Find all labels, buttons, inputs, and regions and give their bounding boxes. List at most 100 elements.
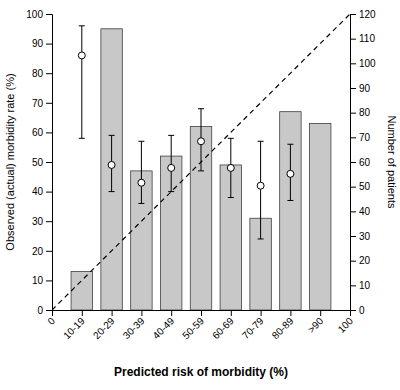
plot: 010-1920-2930-3940-4950-5960-6970-7980-8… [4,9,398,379]
tick-mark [201,310,202,316]
error-cap [79,25,85,26]
tick-mark [46,132,52,133]
tick: 40 [32,186,52,197]
tick-mark [46,280,52,281]
tick-mark [350,88,356,89]
error-bar [171,135,172,191]
bar [101,29,122,310]
error-cap [109,191,115,192]
tick-mark [46,44,52,45]
x-axis: 010-1920-2930-3940-4950-5960-6970-7980-8… [45,310,355,341]
point [168,164,175,171]
tick-mark [350,310,356,311]
tick-mark [141,310,142,316]
axis-line [46,15,53,311]
x-axis-title: Predicted risk of morbidity (%) [114,365,288,379]
tick: 80 [350,107,371,118]
tick: >90 [306,310,326,335]
tick-mark [46,310,52,311]
tick-label: 50 [32,157,44,168]
tick-mark [350,236,356,237]
tick: 60-69 [210,310,236,341]
tick-label: 120 [359,9,376,20]
tick-mark [46,162,52,163]
tick-mark [46,103,52,104]
axis-line [53,311,351,317]
point [287,170,294,177]
tick-label: 90 [32,38,44,49]
tick: 120 [350,9,376,20]
tick-mark [112,310,113,316]
tick: 100 [336,310,356,335]
tick: 50 [350,181,371,192]
tick-label: 60 [359,157,371,168]
error-cap [138,203,144,204]
error-cap [168,191,174,192]
tick-label: 10 [32,275,44,286]
bars [71,29,331,310]
reference-line [52,14,350,310]
error-cap [138,141,144,142]
tick: 30-39 [121,310,147,341]
tick-label: 0 [45,315,57,327]
tick-label: 80 [359,107,371,118]
tick: 0 [350,305,365,316]
y-axis: 0 10 20 30 40 50 60 70 80 90 100 [26,9,52,316]
tick: 10-19 [61,310,87,341]
tick-mark [350,261,356,262]
y2-axis-title: Number of patients [386,116,398,209]
bar [309,124,330,310]
tick-label: 30-39 [121,315,147,341]
tick-label: 40 [32,186,44,197]
tick: 20 [350,255,371,266]
tick-mark [46,221,52,222]
tick-label: >90 [306,315,326,335]
tick-label: 100 [336,315,356,335]
marks [52,14,350,310]
error-cap [109,135,115,136]
tick-label: 30 [32,216,44,227]
tick: 30 [32,216,52,227]
error-cap [287,144,293,145]
error-bar [260,141,261,239]
tick: 20 [32,246,52,257]
tick: 30 [350,231,371,242]
tick-label: 60-69 [210,315,236,341]
tick-label: 40 [359,206,371,217]
tick-label: 80-89 [270,315,296,341]
tick: 70 [32,98,52,109]
point [78,52,85,59]
tick-mark [82,310,83,316]
points [78,26,294,239]
error-cap [198,108,204,109]
tick: 100 [350,58,376,69]
point [257,182,264,189]
tick-mark [46,192,52,193]
tick: 60 [350,157,371,168]
tick-label: 20 [32,246,44,257]
tick: 40 [350,206,371,217]
error-cap [258,238,264,239]
error-cap [79,138,85,139]
tick: 100 [26,9,52,20]
tick: 70 [350,132,371,143]
error-cap [258,141,264,142]
tick: 60 [32,127,52,138]
bar [71,272,92,310]
bar [280,112,301,310]
error-cap [287,200,293,201]
tick: 10 [32,275,52,286]
tick-mark [350,187,356,188]
error-cap [228,138,234,139]
tick: 110 [350,33,375,44]
tick-mark [350,285,356,286]
tick-label: 70-79 [240,315,266,341]
tick: 80-89 [270,310,296,341]
tick: 80 [32,68,52,79]
tick-mark [350,137,356,138]
tick-label: 30 [359,231,371,242]
y2-axis: 0102030405060708090100110120 [350,9,376,316]
tick-mark [350,113,356,114]
tick-label: 0 [37,305,43,316]
point [108,161,115,168]
